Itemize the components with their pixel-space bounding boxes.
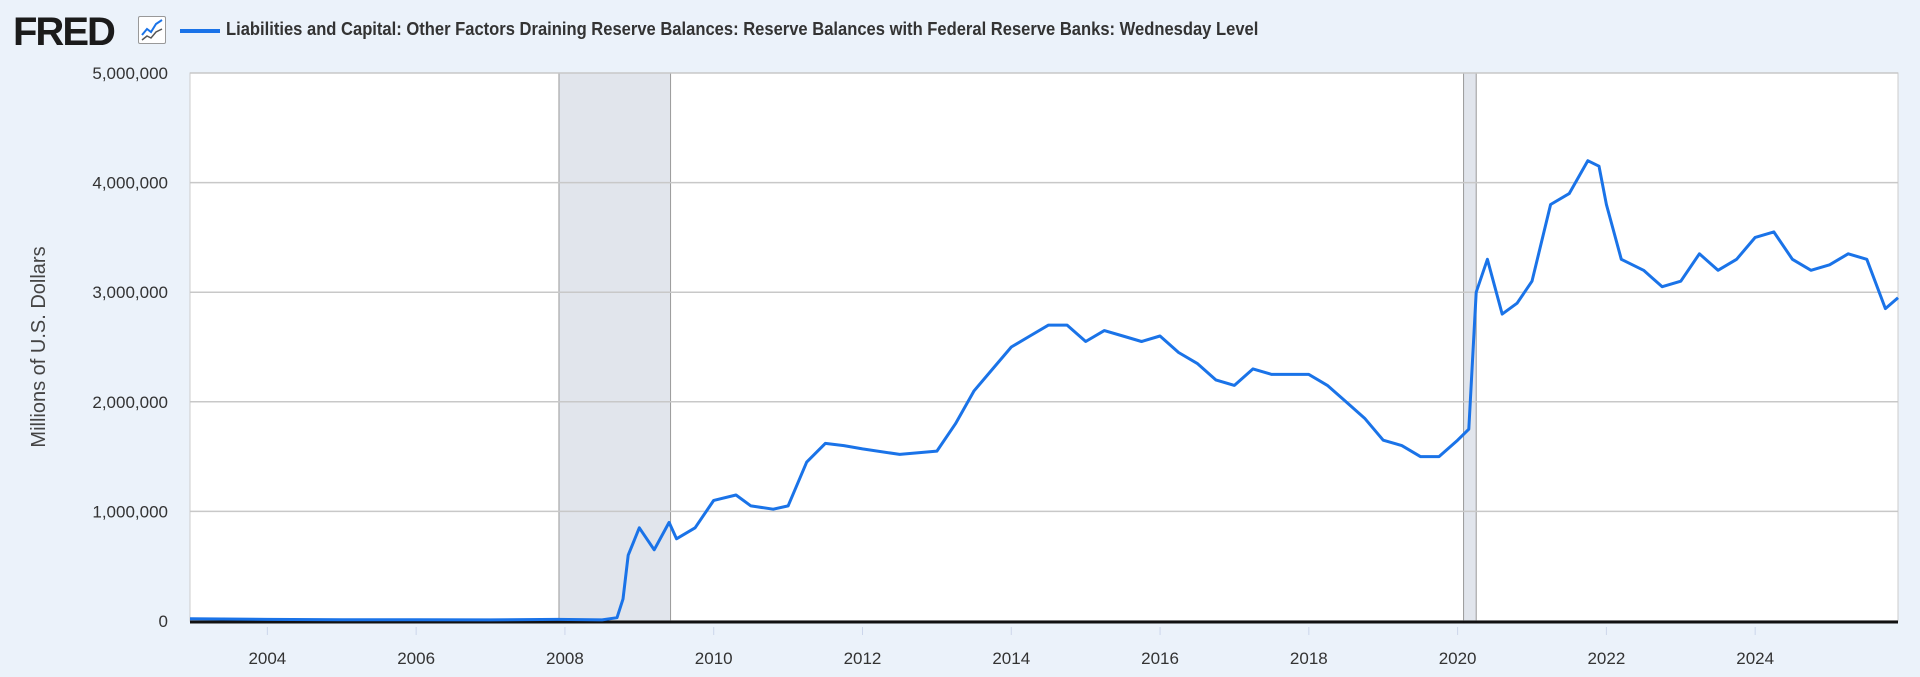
x-tick-label: 2004 [248, 649, 286, 668]
series-line [189, 159, 1899, 622]
fred-logo[interactable]: FRED [13, 10, 116, 54]
x-tick-label: 2016 [1141, 649, 1179, 668]
y-axis-title: Millions of U.S. Dollars [28, 246, 50, 447]
x-tick-label: 2020 [1439, 649, 1477, 668]
y-tick-label: 2,000,000 [92, 393, 168, 412]
y-tick-label: 4,000,000 [92, 174, 168, 193]
x-tick-label: 2014 [992, 649, 1030, 668]
x-tick-label: 2010 [695, 649, 733, 668]
series-title[interactable]: Liabilities and Capital: Other Factors D… [226, 19, 1259, 39]
y-tick-label: 3,000,000 [92, 283, 168, 302]
x-tick-label: 2018 [1290, 649, 1328, 668]
x-tick-label: 2008 [546, 649, 584, 668]
y-tick-label: 5,000,000 [92, 64, 168, 83]
chart-line-icon [138, 16, 166, 44]
x-tick-label: 2024 [1736, 649, 1774, 668]
y-tick-label: 1,000,000 [92, 502, 168, 521]
x-tick-label: 2006 [397, 649, 435, 668]
y-tick-label: 0 [159, 612, 168, 631]
recession-band [558, 72, 672, 622]
legend-swatch [180, 29, 220, 33]
x-tick-label: 2022 [1587, 649, 1625, 668]
plot-area [189, 72, 1899, 622]
x-tick-label: 2012 [844, 649, 882, 668]
